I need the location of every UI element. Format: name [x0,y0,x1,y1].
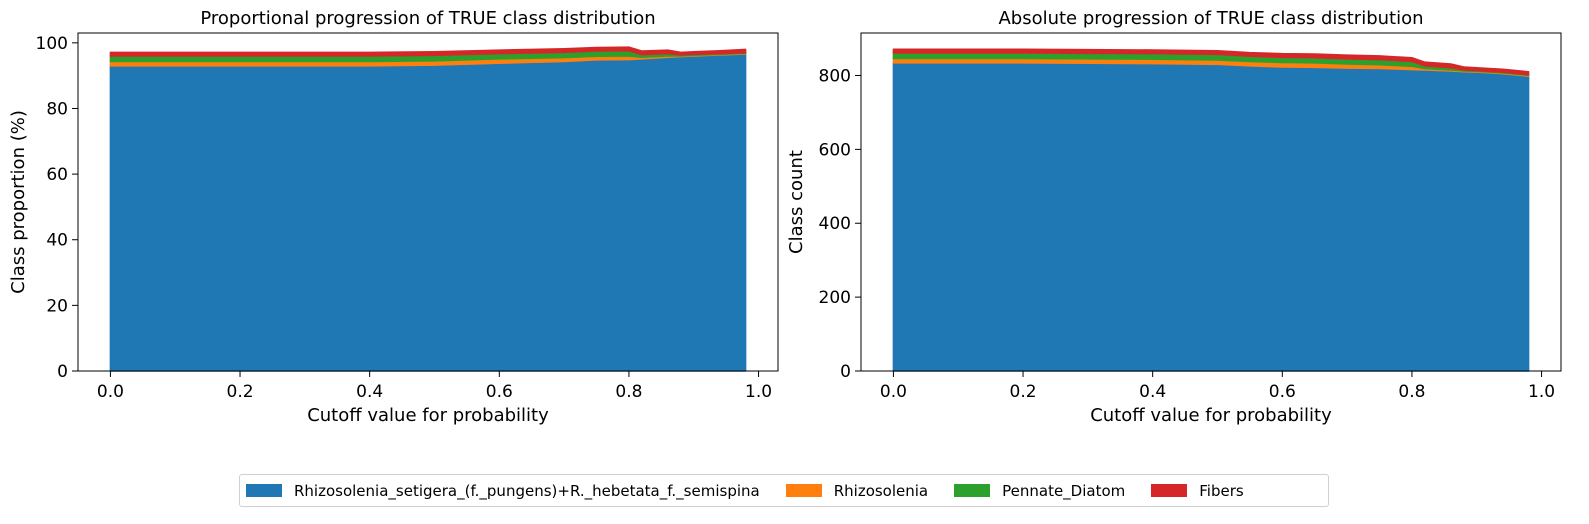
legend: Rhizosolenia_setigera_(f._pungens)+R._he… [239,474,1329,507]
x-tick-label: 0.6 [486,382,513,402]
x-tick-label: 1.0 [745,382,772,402]
x-tick-label: 0.8 [1398,382,1425,402]
legend-swatch [1151,484,1188,497]
absolute-chart-panel: 0.0 0.2 0.4 0.6 0.8 1.0 0 200 400 600 800 Absolute … [786,8,1562,426]
legend-item: Pennate_Diatom [954,482,1125,500]
y-tick-label: 600 [819,140,851,160]
x-tick-label: 0.2 [1010,382,1037,402]
chart-title: Proportional progression of TRUE class d… [200,8,655,29]
area-series [109,46,747,57]
chart-title: Absolute progression of TRUE class distr… [998,8,1423,29]
y-tick-label: 60 [46,165,68,185]
y-axis-label: Class proportion (%) [8,110,29,294]
legend-item: Rhizosolenia_setigera_(f._pungens)+R._he… [246,482,760,500]
x-axis-label: Cutoff value for probability [1090,405,1332,426]
x-tick-label: 0.4 [1139,382,1166,402]
y-tick-label: 400 [819,214,851,234]
y-tick-label: 0 [840,362,851,382]
area-series [109,53,747,372]
y-tick-label: 800 [819,66,851,86]
x-tick-label: 0.0 [97,382,124,402]
x-axis-label: Cutoff value for probability [307,405,549,426]
plot-frame [860,32,1562,372]
legend-label: Rhizosolenia [833,481,929,500]
y-tick-label: 20 [46,296,68,316]
area-series [892,62,1530,372]
x-tick-label: 0.6 [1269,382,1296,402]
x-tick-label: 0.2 [227,382,254,402]
plot-frame [77,32,779,372]
y-tick-label: 100 [36,34,68,54]
x-tick-label: 0.4 [356,382,383,402]
legend-label: Fibers [1199,481,1244,500]
x-tick-label: 0.0 [880,382,907,402]
legend-label: Pennate_Diatom [1002,481,1126,500]
y-tick-label: 200 [819,288,851,308]
legend-label: Rhizosolenia_setigera_(f._pungens)+R._he… [294,481,760,500]
y-tick-label: 80 [46,99,68,119]
legend-swatch [785,484,822,497]
legend-swatch [954,484,991,497]
y-tick-label: 40 [46,231,68,251]
area-series [892,48,1530,76]
x-tick-label: 1.0 [1528,382,1555,402]
legend-item: Fibers [1151,481,1244,500]
y-tick-label: 0 [57,362,68,382]
legend-swatch [246,484,282,497]
proportional-chart-panel: 0.0 0.2 0.4 0.6 0.8 1.0 0 20 40 60 80 100 Proportion… [8,8,779,426]
legend-item: Rhizosolenia [785,481,929,500]
x-tick-label: 0.8 [615,382,642,402]
y-axis-label: Class count [786,150,807,254]
